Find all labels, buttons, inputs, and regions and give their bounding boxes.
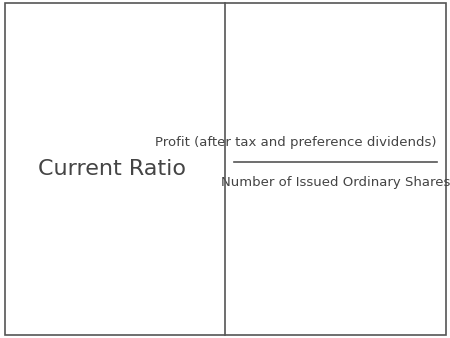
Text: Number of Issued Ordinary Shares: Number of Issued Ordinary Shares	[220, 176, 450, 189]
Text: Profit (after tax and preference dividends): Profit (after tax and preference dividen…	[155, 136, 436, 149]
Text: Current Ratio: Current Ratio	[39, 159, 186, 179]
